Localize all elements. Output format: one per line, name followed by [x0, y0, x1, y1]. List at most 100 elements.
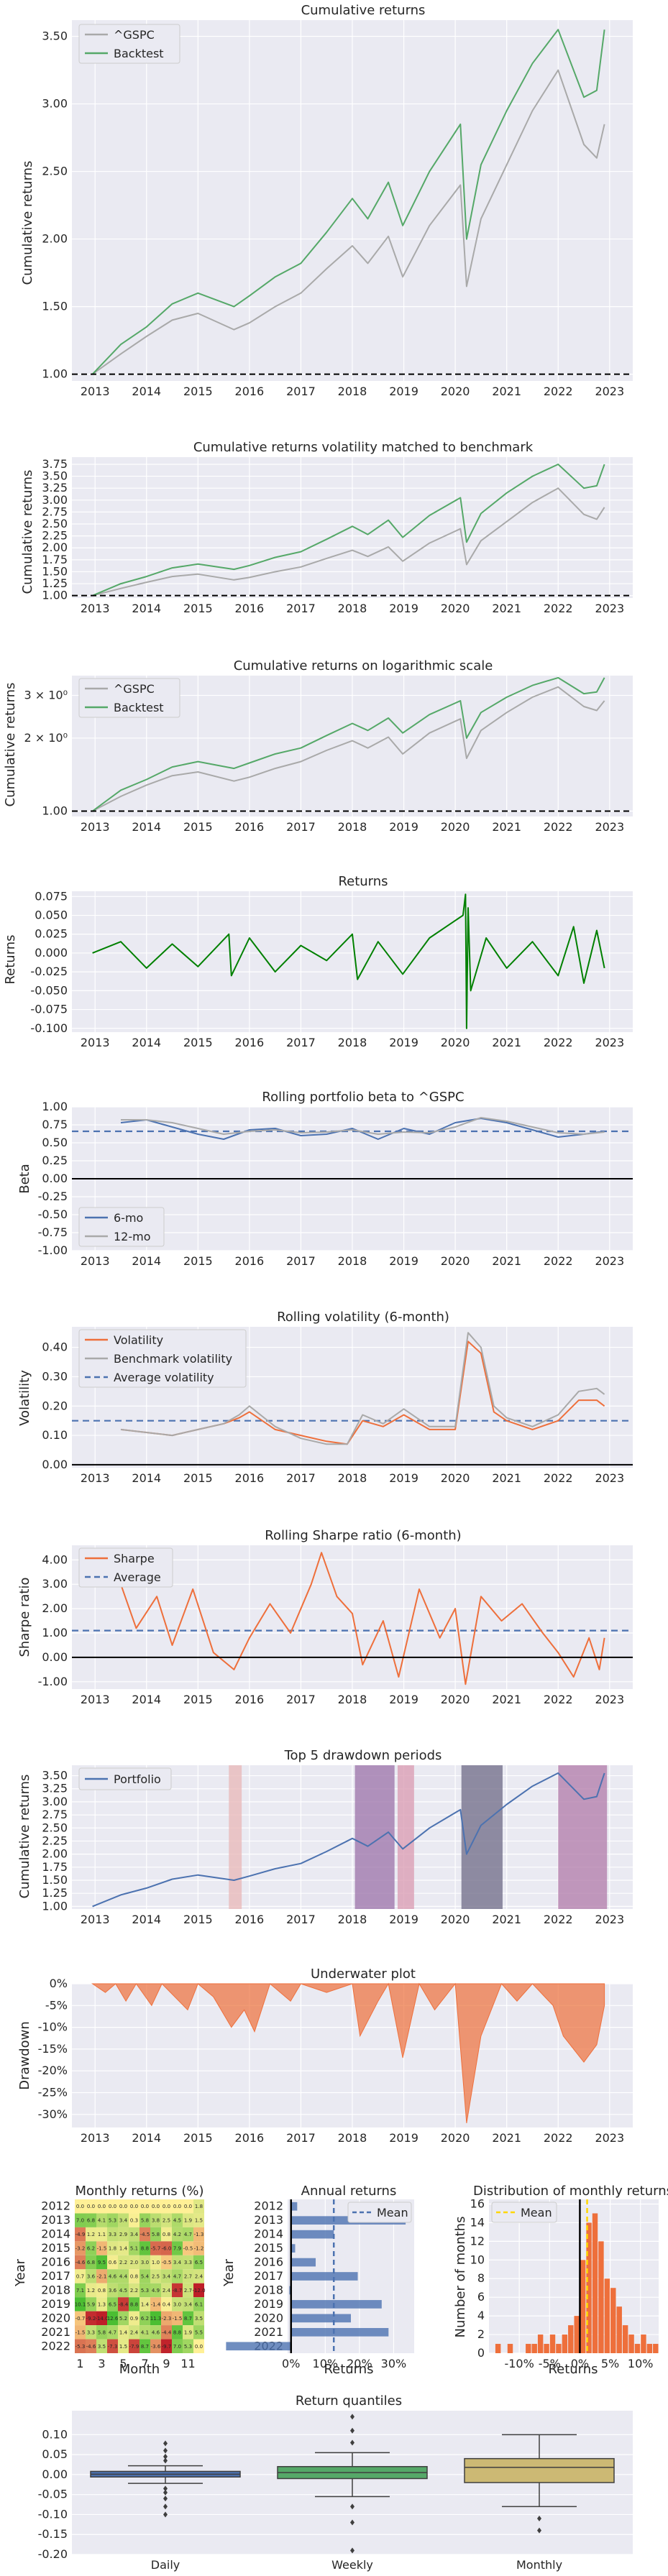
heatmap-cell [118, 2297, 129, 2312]
heatmap-cell-label: 3.4 [163, 2274, 171, 2280]
heatmap-cell-label: 8.8 [130, 2301, 138, 2307]
heatmap-cell-label: 5.8 [141, 2218, 149, 2224]
y-tick-label: 1.50 [42, 300, 68, 313]
underwater-panel: Underwater plot Drawdown 2013 2014 2015 201… [17, 1966, 633, 2145]
histogram-bar [646, 2344, 653, 2353]
x-tick-label: 2020 [441, 1471, 470, 1485]
series-line [92, 1772, 605, 1908]
heatmap-cell [75, 2283, 86, 2298]
returns-title: Returns [338, 874, 388, 889]
x-tick-label: 2015 [183, 1471, 213, 1485]
monthly-distribution-ylabel: Number of months [453, 2217, 468, 2338]
cumulative-returns-panel: Cumulative returns Cumulative returns 20… [20, 3, 633, 398]
monthly-distribution-panel: Distribution of monthly returns Number o… [453, 2184, 668, 2377]
x-tick-label: 2023 [595, 1693, 624, 1706]
heatmap-cell-label: 8.8 [141, 2246, 149, 2252]
monthly-returns-xlabel: Month [119, 2362, 160, 2377]
heatmap-cell-label: 3.8 [152, 2218, 160, 2224]
x-tick-label: 2016 [235, 820, 265, 834]
box-outlier [350, 2519, 354, 2526]
x-tick-label: 2016 [235, 2131, 265, 2145]
heatmap-cell [193, 2255, 204, 2270]
x-tick-label: 2014 [132, 602, 161, 615]
heatmap-cell [86, 2283, 96, 2298]
x-tick-label: 2016 [235, 385, 265, 398]
heatmap-cell-label: -12.0 [192, 2288, 205, 2294]
heatmap-cell [129, 2241, 139, 2255]
series-line [120, 1332, 605, 1445]
heatmap-cell-label: 3.5 [195, 2316, 203, 2322]
heatmap-cell [161, 2255, 172, 2270]
x-tick-label: 0% [282, 2357, 300, 2370]
heatmap-cell [107, 2297, 118, 2312]
underwater-title: Underwater plot [311, 1966, 416, 1982]
heatmap-cell-label: 5.8 [152, 2232, 160, 2237]
heatmap-cell-label: 5.1 [130, 2246, 138, 2252]
x-tick-label: 2020 [441, 820, 470, 834]
underwater-plot: 2013 2014 2015 2016 2017 2018 2019 2020 2021 2022… [38, 1977, 633, 2145]
heatmap-cell-label: 0.8 [163, 2232, 170, 2237]
histogram-bar [537, 2334, 544, 2353]
heatmap-cell [96, 2227, 107, 2242]
legend-label-12mo: 12-mo [114, 1230, 151, 1243]
x-tick-label: 2016 [235, 602, 265, 615]
drawdown-period-band [229, 1765, 242, 1909]
y-tick-label: -25% [38, 2086, 68, 2099]
x-tick-label: 2013 [81, 2131, 110, 2145]
heatmap-cell-label: 2.2 [130, 2288, 138, 2294]
x-tick-label: 2016 [235, 1471, 265, 1485]
y-tick-label: 0.10 [42, 1428, 68, 1442]
y-tick-label: 2.25 [42, 529, 68, 543]
heatmap-cell [139, 2227, 150, 2242]
rolling-beta-panel: Rolling portfolio beta to ^GSPC Beta 201… [17, 1090, 633, 1268]
x-tick-label: 2013 [81, 602, 110, 615]
histogram-bar [622, 2325, 628, 2353]
histogram-bar [556, 2344, 562, 2353]
heatmap-cell [150, 2269, 161, 2283]
box-outlier [163, 2503, 168, 2510]
drawdown-periods-legend: Portfolio [78, 1767, 172, 1790]
y-tick-label: 3.00 [42, 1795, 68, 1808]
y-tick-label: -10% [38, 2020, 68, 2034]
heatmap-cell [183, 2269, 193, 2283]
x-tick-label: 2022 [544, 1036, 573, 1049]
x-tick-label: 2016 [235, 1036, 265, 1049]
heatmap-cell [139, 2339, 150, 2353]
heatmap-cell-label: 1.8 [195, 2204, 203, 2209]
heatmap-cell-label: 3.3 [109, 2232, 116, 2237]
drawdown-period-band [397, 1765, 414, 1909]
heatmap-cell [96, 2269, 107, 2283]
heatmap-cell-label: -1.2 [194, 2246, 204, 2252]
heatmap-cell-label: 0.3 [130, 2218, 138, 2224]
heatmap-cell [107, 2283, 118, 2298]
heatmap-cell-label: 0.0 [130, 2204, 138, 2209]
x-tick-label: 0% [571, 2357, 589, 2370]
box-outlier [163, 2511, 168, 2518]
x-tick-label: 2018 [338, 1254, 367, 1268]
heatmap-cell-label: 4.7 [173, 2274, 181, 2280]
heatmap-cell-label: 6.5 [195, 2260, 203, 2266]
heatmap-cell-label: 4.5 [119, 2288, 127, 2294]
histogram-bar [549, 2334, 556, 2353]
y-tick-label: 4.00 [42, 1552, 68, 1566]
x-tick-label: 2014 [132, 1471, 161, 1485]
y-tick-label: 1.50 [42, 1873, 68, 1887]
heatmap-cell-label: 0.0 [163, 2204, 170, 2209]
box-outlier [350, 2547, 354, 2554]
heatmap-cell [193, 2269, 204, 2283]
heatmap-cell [118, 2311, 129, 2326]
drawdown-period-band [461, 1765, 503, 1909]
heatmap-cell-label: 3.0 [141, 2260, 149, 2266]
heatmap-cell-label: 3.3 [184, 2260, 192, 2266]
heatmap-cell-label: 4.1 [141, 2329, 149, 2335]
heatmap-cell [183, 2199, 193, 2214]
x-tick-label: 2017 [286, 1693, 316, 1706]
y-tick-label: 3.75 [42, 457, 68, 471]
drawdown-periods-panel: Top 5 drawdown periods Cumulative return… [17, 1748, 633, 1926]
heatmap-cell [193, 2213, 204, 2227]
heatmap-cell-label: 1.9 [184, 2218, 192, 2224]
y-tick-label: 3.00 [42, 97, 68, 111]
x-tick-label: 2013 [81, 820, 110, 834]
x-tick-label: 2020 [441, 2131, 470, 2145]
heatmap-cell-label: -4.6 [76, 2260, 86, 2266]
